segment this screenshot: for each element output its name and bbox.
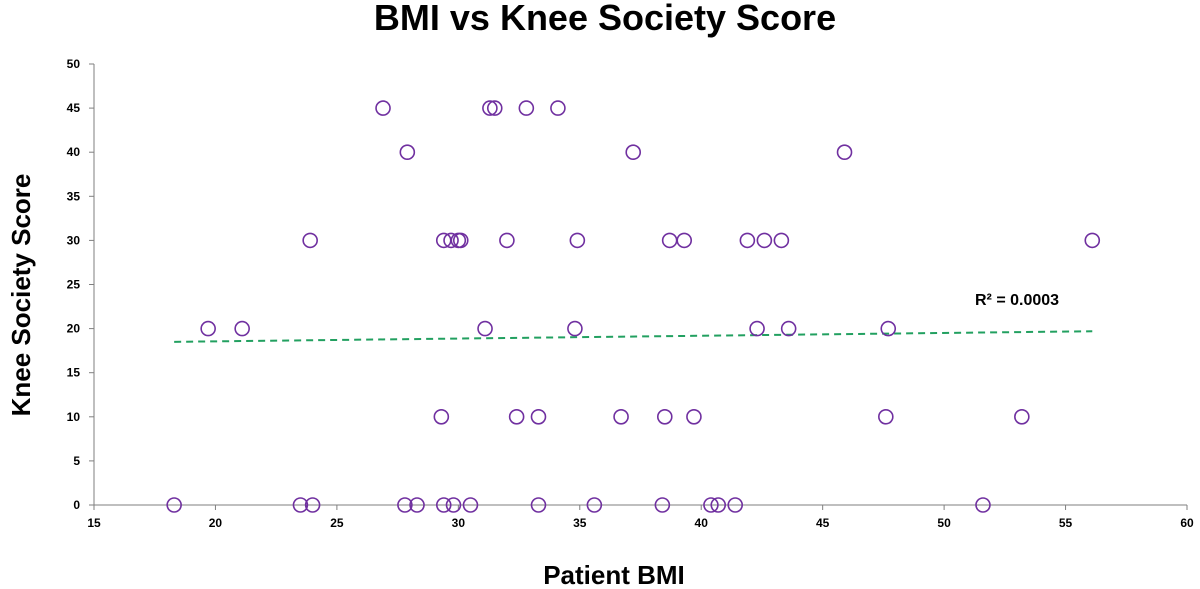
data-point [586,497,603,513]
data-point [508,408,525,425]
axes: 0 5 10 15 20 25 30 35 40 45 50 15 20 25 30 35 40 45 50 55 60 [67,57,1194,530]
data-point [234,320,250,337]
x-tick-label: 20 [209,516,223,530]
data-point [435,497,452,513]
data-point [200,320,216,337]
data-point [613,408,629,425]
data-point [625,144,642,160]
data-point [445,497,462,513]
y-tick-label: 50 [67,57,81,71]
data-point [836,144,853,160]
data-point [1014,408,1030,425]
data-point [567,320,583,337]
data-point [304,497,321,513]
data-point [727,497,744,513]
data-point [569,232,586,249]
x-tick-label: 30 [452,516,466,530]
x-tick-label: 40 [695,516,709,530]
r-squared-annotation: R² = 0.0003 [975,292,1059,309]
x-axis-label: Patient BMI [543,560,685,589]
data-point [676,232,693,249]
data-point [686,408,702,425]
y-tick-label: 35 [67,189,81,203]
data-point [756,232,773,249]
data-point [661,232,678,249]
trendline-layer [174,330,1093,343]
data-point [530,408,547,425]
x-tick-label: 15 [87,516,101,530]
y-tick-label: 5 [73,454,80,468]
data-point [409,497,425,513]
chart-title: BMI vs Knee Society Score [374,0,836,38]
data-point [499,232,515,249]
data-point [710,497,727,513]
data-point [773,232,790,249]
data-point [443,232,459,249]
data-point [482,100,498,116]
x-tick-label: 45 [816,516,830,530]
data-point [878,408,894,425]
data-point [880,320,897,337]
data-point [397,497,413,513]
data-point [1084,232,1101,249]
x-tick-label: 60 [1180,516,1194,530]
data-point [654,497,671,513]
y-tick-label: 30 [67,233,81,247]
y-tick-label: 25 [67,278,81,292]
y-tick-label: 40 [67,145,81,159]
data-point [477,320,493,337]
data-point [749,320,765,337]
data-point [975,497,991,513]
data-point [433,408,450,425]
data-point [166,497,182,513]
points-layer [166,100,1101,513]
data-point [530,497,547,513]
data-point [739,232,756,249]
data-point [452,232,469,249]
y-tick-label: 20 [67,322,81,336]
data-point [550,100,566,116]
data-point [399,144,416,160]
data-point [703,497,719,513]
y-axis-label: Knee Society Score [6,174,36,417]
x-tick-label: 50 [937,516,951,530]
x-tick-label: 25 [330,516,344,530]
trendline [174,330,1093,343]
data-point [486,100,503,116]
data-point [375,100,391,116]
data-point [292,497,309,513]
data-point [780,320,797,337]
y-tick-label: 45 [67,101,81,115]
y-tick-label: 0 [73,498,80,512]
data-point [302,232,318,249]
data-point [518,100,535,116]
y-tick-label: 15 [67,366,81,380]
x-tick-label: 35 [573,516,587,530]
data-point [656,408,673,425]
data-point [462,497,479,513]
y-tick-label: 10 [67,410,81,424]
x-tick-label: 55 [1059,516,1073,530]
